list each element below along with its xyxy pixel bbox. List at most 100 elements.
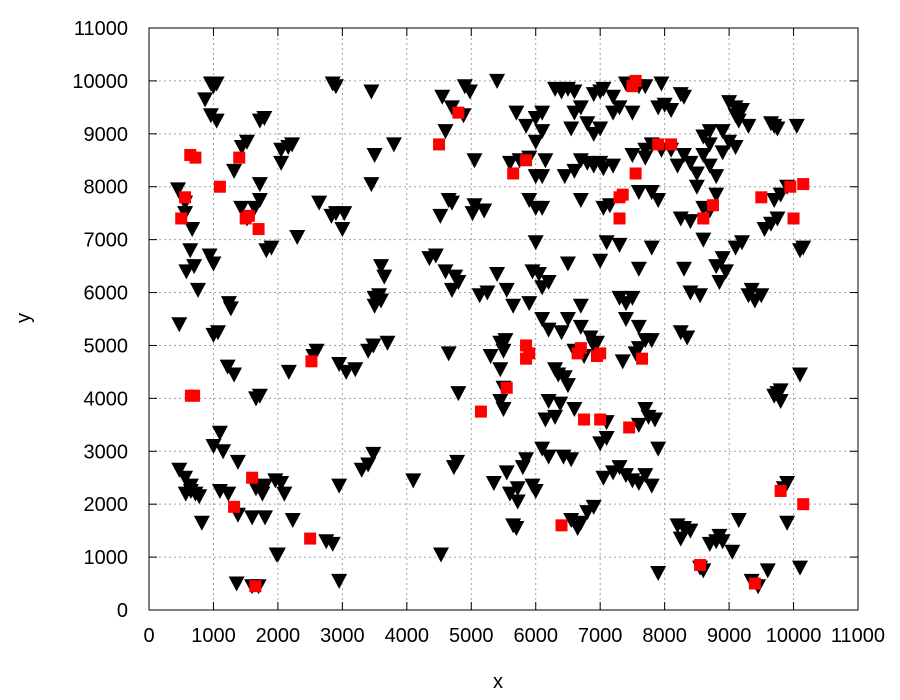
data-point-triangle bbox=[572, 298, 589, 314]
data-point-square bbox=[179, 191, 192, 204]
data-point-triangle bbox=[197, 92, 214, 108]
data-point-triangle bbox=[730, 513, 747, 529]
data-point-triangle bbox=[489, 267, 506, 283]
data-point-triangle bbox=[449, 454, 466, 470]
data-point-triangle bbox=[376, 269, 393, 285]
data-point-triangle bbox=[311, 195, 328, 211]
data-point-triangle bbox=[605, 158, 622, 174]
data-point-triangle bbox=[527, 483, 544, 499]
data-point-triangle bbox=[672, 211, 689, 227]
data-point-square bbox=[507, 167, 520, 180]
data-point-triangle bbox=[559, 378, 576, 394]
data-point-triangle bbox=[759, 563, 776, 579]
y-tick-label: 4000 bbox=[84, 388, 129, 410]
data-point-triangle bbox=[556, 370, 573, 386]
data-point-square bbox=[629, 167, 642, 180]
data-point-triangle bbox=[171, 317, 188, 333]
data-point-square bbox=[433, 138, 446, 151]
data-point-triangle bbox=[643, 185, 660, 201]
data-point-triangle bbox=[643, 240, 660, 256]
data-point-triangle bbox=[708, 187, 725, 203]
y-tick-label: 9000 bbox=[84, 124, 129, 146]
data-point-square bbox=[784, 180, 797, 193]
x-tick-label: 7000 bbox=[578, 625, 623, 647]
data-point-square bbox=[665, 138, 678, 151]
data-point-triangle bbox=[479, 285, 496, 301]
data-point-square bbox=[694, 559, 707, 572]
data-point-triangle bbox=[171, 462, 188, 478]
data-point-triangle bbox=[572, 192, 589, 208]
data-point-square bbox=[188, 389, 201, 402]
data-point-triangle bbox=[363, 84, 380, 100]
data-point-square bbox=[616, 188, 629, 201]
data-point-triangle bbox=[269, 547, 286, 563]
y-tick-label: 8000 bbox=[84, 177, 129, 199]
data-point-square bbox=[228, 500, 241, 513]
data-point-triangle bbox=[566, 105, 583, 121]
data-point-triangle bbox=[534, 280, 551, 296]
data-point-triangle bbox=[552, 396, 569, 412]
data-point-triangle bbox=[495, 401, 512, 417]
data-point-triangle bbox=[650, 441, 667, 457]
data-point-triangle bbox=[205, 79, 222, 95]
data-point-triangle bbox=[711, 528, 728, 544]
data-point-triangle bbox=[461, 84, 478, 100]
data-point-triangle bbox=[527, 134, 544, 150]
y-tick-label: 11000 bbox=[74, 18, 128, 40]
data-point-triangle bbox=[727, 140, 744, 156]
x-tick-label: 1000 bbox=[191, 625, 236, 647]
data-point-triangle bbox=[701, 137, 718, 153]
data-point-triangle bbox=[540, 322, 557, 338]
data-point-triangle bbox=[688, 166, 705, 182]
data-point-square bbox=[613, 212, 626, 225]
data-point-triangle bbox=[508, 105, 525, 121]
y-tick-label: 0 bbox=[117, 600, 128, 622]
data-point-triangle bbox=[482, 349, 499, 365]
data-point-triangle bbox=[701, 158, 718, 174]
data-point-triangle bbox=[440, 346, 457, 362]
data-point-triangle bbox=[437, 264, 454, 280]
data-point-square bbox=[755, 191, 768, 204]
data-point-triangle bbox=[338, 364, 355, 380]
data-point-triangle bbox=[353, 462, 370, 478]
x-tick-label: 8000 bbox=[642, 625, 687, 647]
data-point-triangle bbox=[624, 147, 641, 163]
data-point-triangle bbox=[450, 386, 467, 402]
data-point-triangle bbox=[566, 84, 583, 100]
data-point-triangle bbox=[219, 359, 236, 375]
x-tick-label: 9000 bbox=[707, 625, 752, 647]
data-point-triangle bbox=[193, 515, 210, 531]
data-point-triangle bbox=[434, 89, 451, 105]
data-point-triangle bbox=[251, 192, 268, 208]
data-point-triangle bbox=[563, 452, 580, 468]
y-tick-label: 3000 bbox=[84, 441, 129, 463]
data-point-triangle bbox=[327, 79, 344, 95]
data-point-triangle bbox=[191, 489, 208, 505]
data-point-triangle bbox=[247, 481, 264, 497]
data-point-triangle bbox=[772, 394, 789, 410]
data-point-triangle bbox=[630, 476, 647, 492]
data-point-square bbox=[233, 151, 246, 164]
data-point-triangle bbox=[251, 388, 268, 404]
data-point-triangle bbox=[521, 192, 538, 208]
data-point-triangle bbox=[724, 544, 741, 560]
data-point-triangle bbox=[220, 486, 237, 502]
data-point-triangle bbox=[331, 478, 348, 494]
data-point-triangle bbox=[595, 81, 612, 97]
data-point-triangle bbox=[630, 261, 647, 277]
data-point-square bbox=[252, 223, 265, 236]
data-point-triangle bbox=[498, 465, 515, 481]
data-point-triangle bbox=[692, 288, 709, 304]
data-point-triangle bbox=[701, 536, 718, 552]
data-point-triangle bbox=[501, 155, 518, 171]
data-point-triangle bbox=[675, 89, 692, 105]
data-point-square bbox=[748, 577, 761, 590]
data-point-square bbox=[189, 151, 202, 164]
data-point-triangle bbox=[405, 473, 422, 489]
data-point-square bbox=[578, 413, 591, 426]
data-point-triangle bbox=[627, 346, 644, 362]
data-point-triangle bbox=[347, 362, 364, 378]
data-point-triangle bbox=[427, 248, 444, 264]
data-point-triangle bbox=[534, 169, 551, 185]
data-point-triangle bbox=[611, 460, 628, 476]
